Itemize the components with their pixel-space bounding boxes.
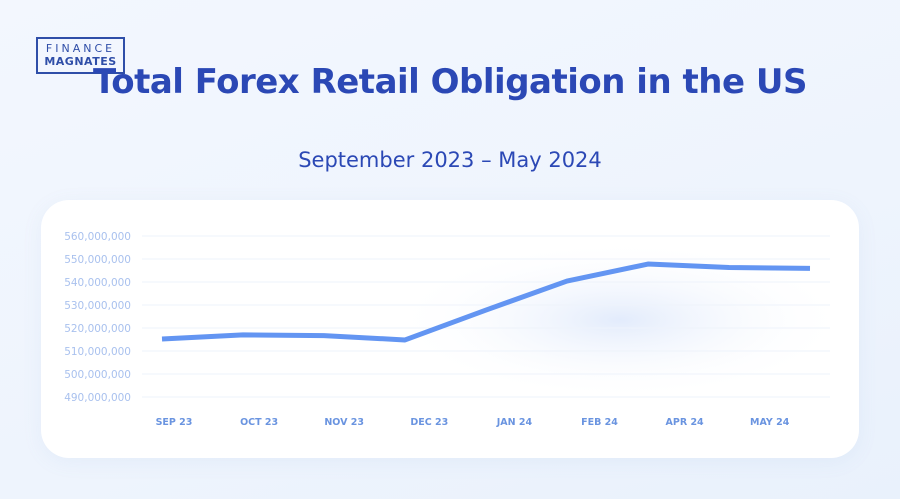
chart-subtitle: September 2023 – May 2024 <box>298 148 602 172</box>
x-tick-label: JAN 24 <box>496 417 533 428</box>
y-tick-label: 550,000,000 <box>64 254 131 266</box>
y-tick-label: 500,000,000 <box>64 369 131 381</box>
x-tick-label: DEC 23 <box>410 417 448 428</box>
finance-magnates-logo: FINANCE MAGNATES <box>36 37 125 74</box>
x-tick-label: NOV 23 <box>324 417 364 428</box>
y-tick-label: 530,000,000 <box>64 300 131 312</box>
x-tick-label: OCT 23 <box>240 417 278 428</box>
y-tick-label: 490,000,000 <box>64 392 131 404</box>
logo-line1: FINANCE <box>45 42 116 55</box>
logo-line2: MAGNATES <box>44 55 117 68</box>
y-tick-label: 560,000,000 <box>64 231 131 243</box>
y-tick-label: 510,000,000 <box>64 346 131 358</box>
background-glow <box>390 240 850 400</box>
x-tick-label: SEP 23 <box>156 417 193 428</box>
y-tick-label: 540,000,000 <box>64 277 131 289</box>
x-tick-label: FEB 24 <box>581 417 618 428</box>
x-tick-label: MAY 24 <box>750 417 790 428</box>
x-tick-label: APR 24 <box>666 417 705 428</box>
y-tick-label: 520,000,000 <box>64 323 131 335</box>
chart-title: Total Forex Retail Obligation in the US <box>93 62 807 102</box>
